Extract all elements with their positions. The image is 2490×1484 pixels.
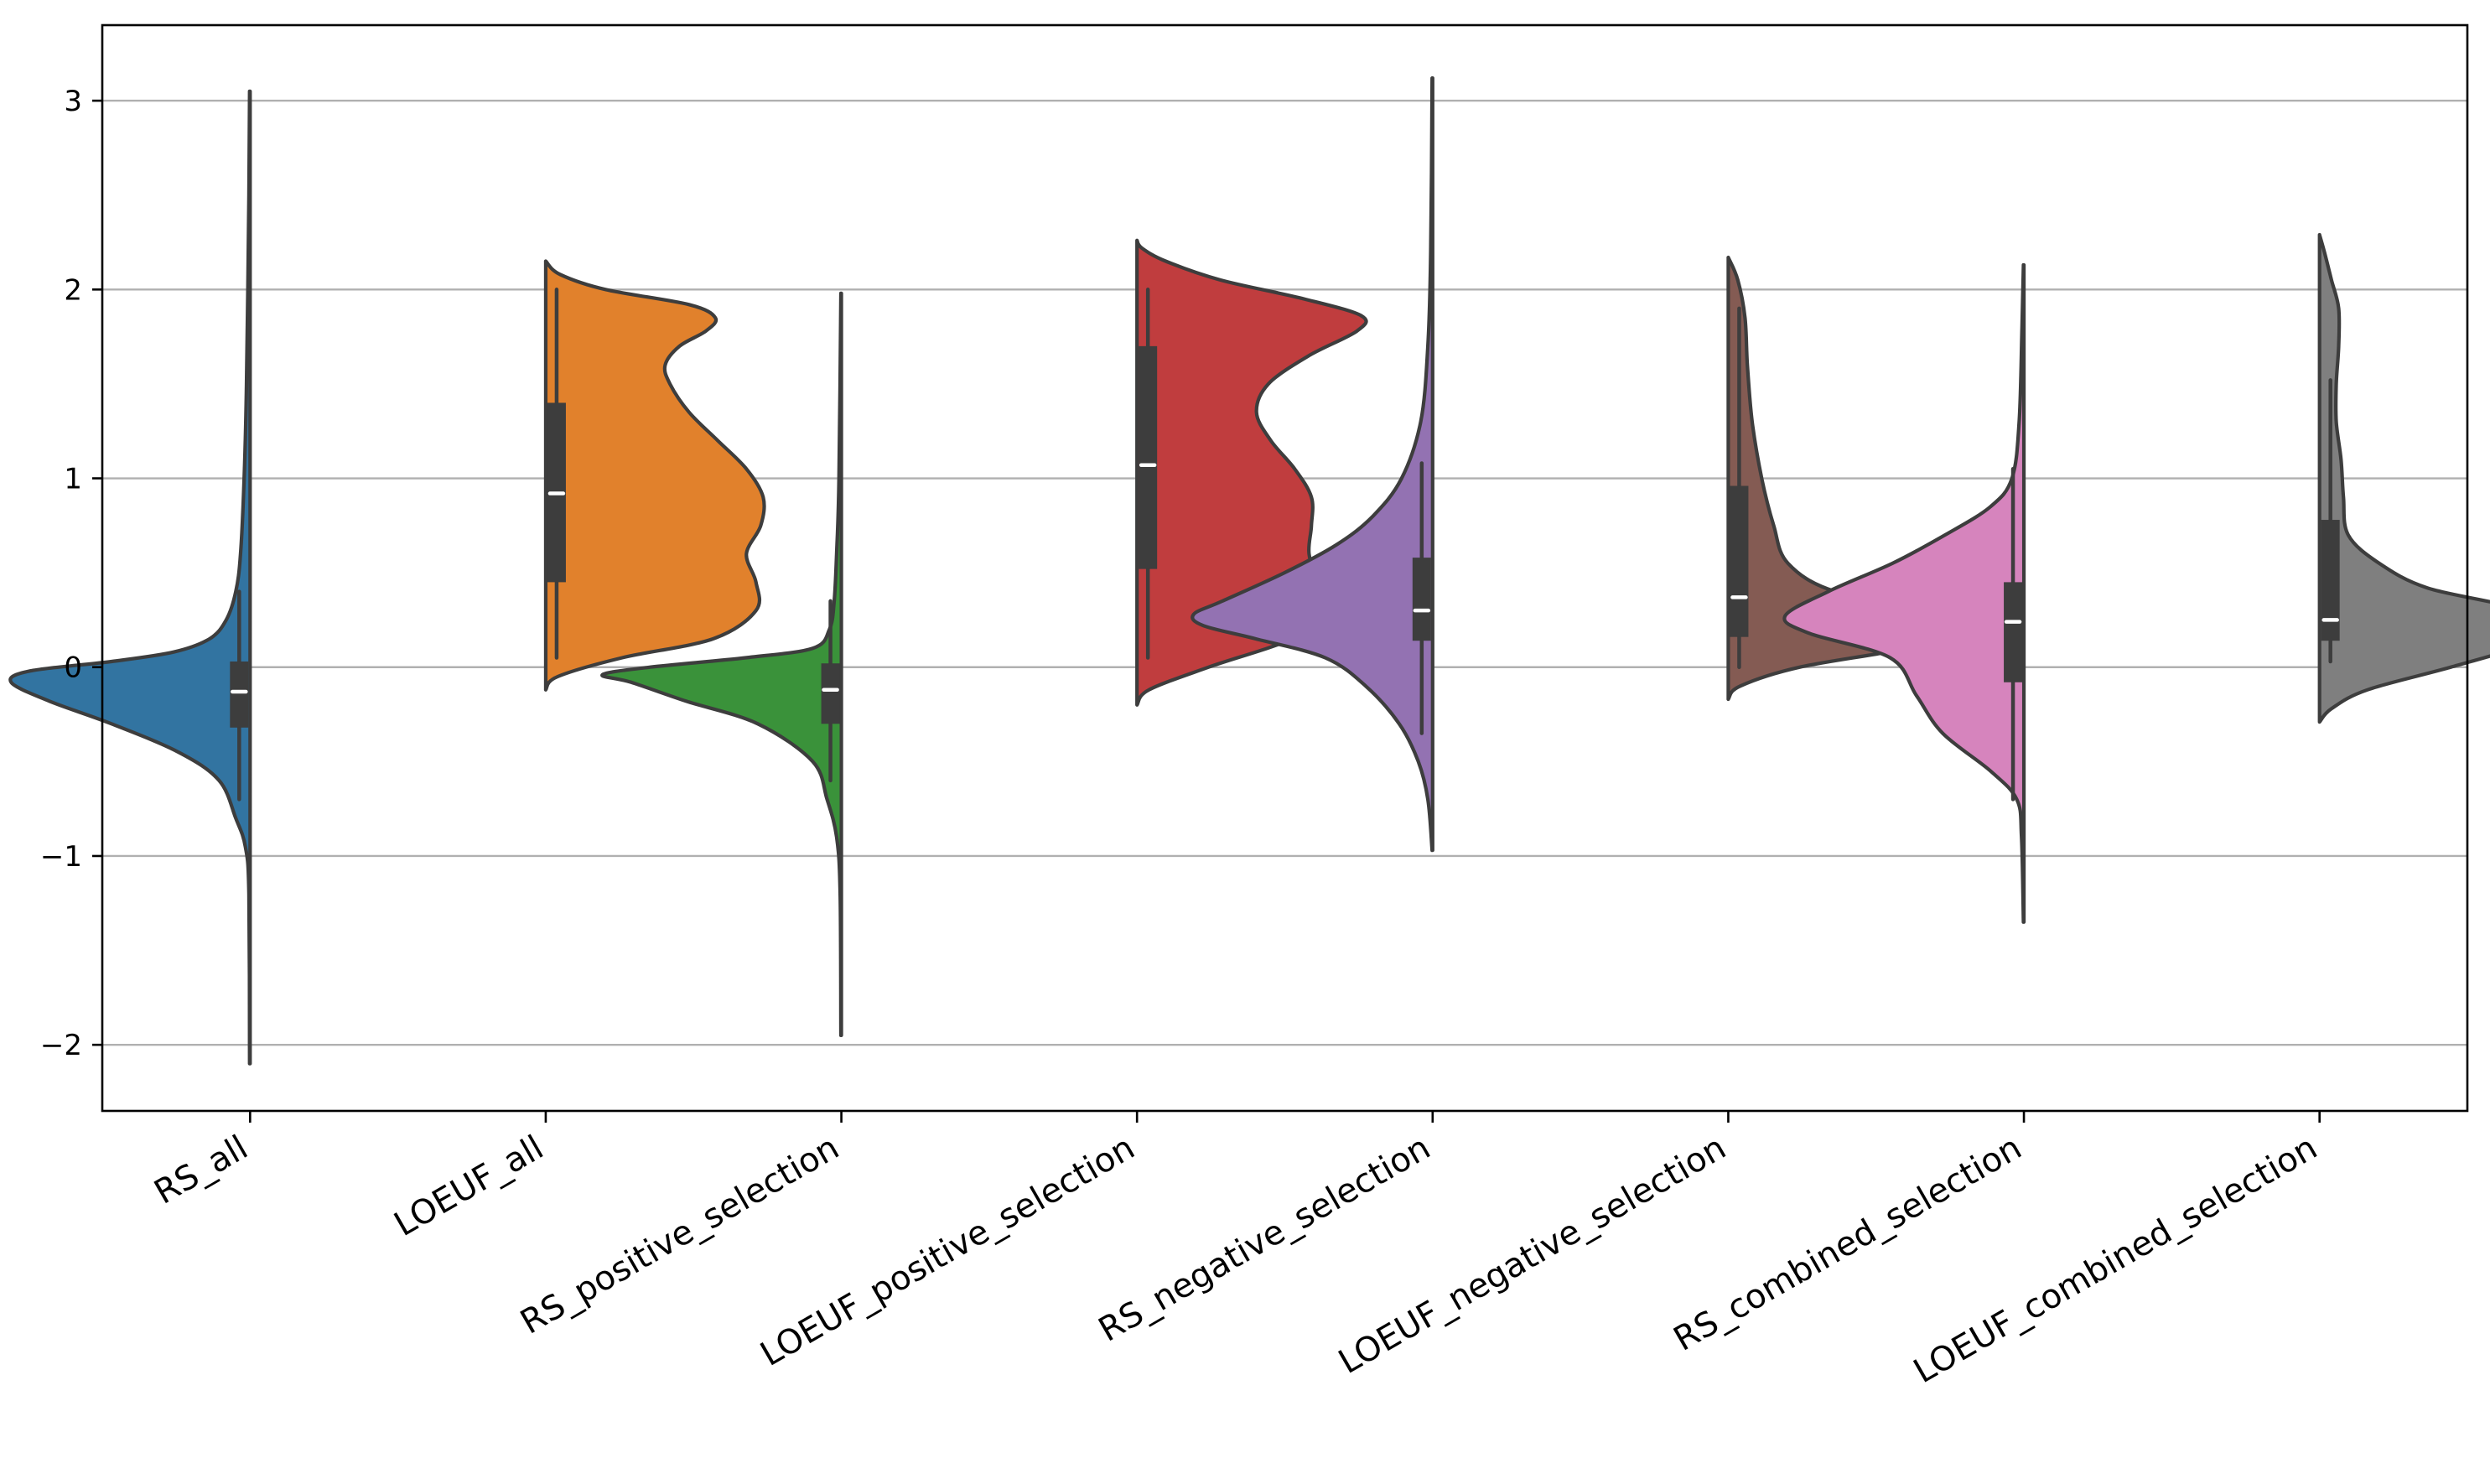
iqr-box-LOEUF_combined_selection xyxy=(2321,520,2340,641)
violin-LOEUF_all xyxy=(543,259,766,692)
ytick-label-0: −2 xyxy=(40,1029,82,1062)
violin-LOEUF_negative_selection xyxy=(1726,255,1970,702)
violin-LOEUF_combined_selection xyxy=(2317,232,2490,724)
plot-frame xyxy=(101,23,2469,1113)
violins xyxy=(8,76,2490,1066)
ytick-label-3: 1 xyxy=(64,463,82,496)
iqr-box-LOEUF_negative_selection xyxy=(1730,485,1749,637)
violin-RS_positive_selection xyxy=(600,291,843,1037)
ytick-label-5: 3 xyxy=(64,85,82,118)
violin-RS_all xyxy=(8,89,252,1066)
iqr-box-LOEUF_positive_selection xyxy=(1139,345,1158,569)
ytick-label-4: 2 xyxy=(64,273,82,307)
iqr-box-RS_negative_selection xyxy=(1412,558,1431,641)
y-axis: −2 −1 0 1 2 3 xyxy=(40,85,102,1062)
iqr-box-RS_combined_selection xyxy=(2004,582,2023,682)
iqr-box-RS_positive_selection xyxy=(821,663,840,724)
violin-RS_negative_selection xyxy=(1191,76,1434,853)
box-plots xyxy=(230,288,2340,802)
ytick-label-1: −1 xyxy=(40,840,82,874)
violin-RS_combined_selection xyxy=(1782,262,2026,924)
ytick-label-2: 0 xyxy=(64,651,82,685)
iqr-box-RS_all xyxy=(230,661,249,728)
